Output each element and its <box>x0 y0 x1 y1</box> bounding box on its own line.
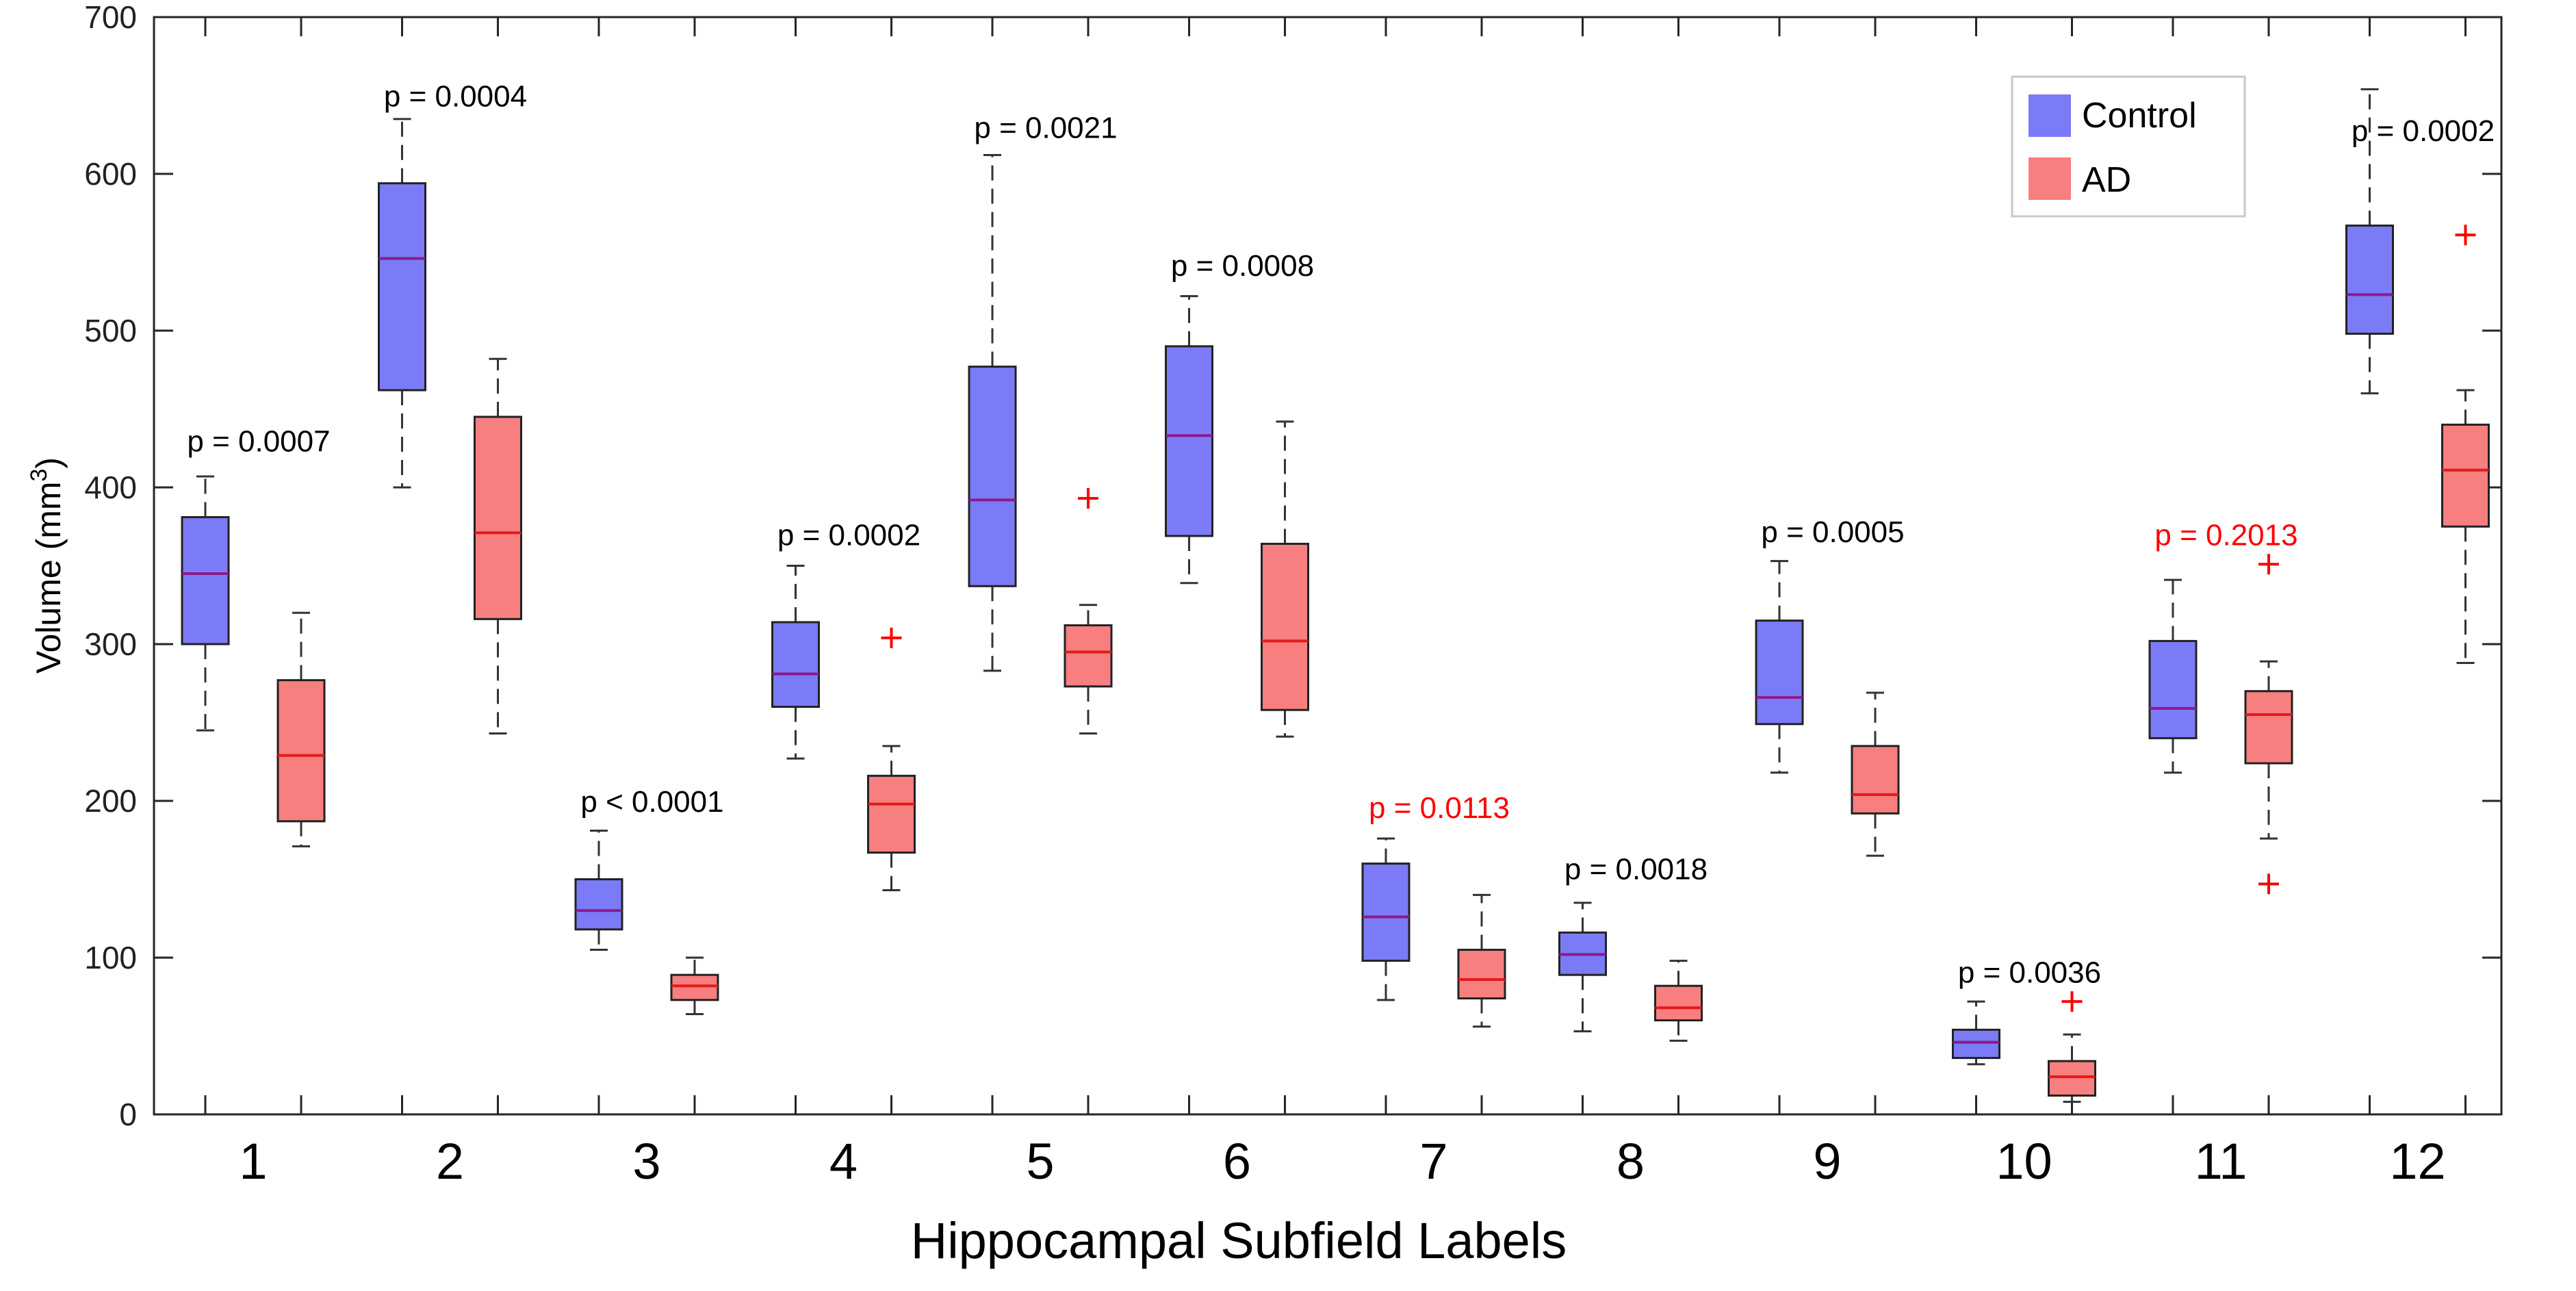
y-axis-title: Volume (mm3) <box>26 457 68 674</box>
p-value-annotations: p = 0.0007 p = 0.0004 p < 0.0001 p = 0.0002… <box>187 80 2495 990</box>
y-axis-title-superscript: 3 <box>26 469 52 482</box>
box-ad-11 <box>2244 554 2293 895</box>
box-control-7 <box>1361 837 1411 1001</box>
x-axis-title: Hippocampal Subfield Labels <box>911 1212 1567 1269</box>
p-value-label: p = 0.2013 <box>2154 519 2297 552</box>
iqr-box <box>1851 745 1900 815</box>
p-value-label: p = 0.0002 <box>777 519 920 552</box>
box-control-4 <box>771 565 820 760</box>
boxes <box>181 88 2490 1103</box>
outlier-marker <box>2061 991 2083 1012</box>
x-tick-label: 5 <box>1026 1133 1054 1190</box>
x-tick-label: 8 <box>1617 1133 1645 1190</box>
x-tick-label: 7 <box>1419 1133 1447 1190</box>
box-control-5 <box>968 154 1017 672</box>
p-value-label: p = 0.0018 <box>1564 852 1708 886</box>
box-control-10 <box>1952 1000 2000 1066</box>
outlier-marker <box>2455 225 2476 246</box>
p-value-label: p = 0.0021 <box>974 111 1117 144</box>
box-control-1 <box>181 475 230 732</box>
iqr-box <box>2441 423 2490 528</box>
x-tick-label: 2 <box>436 1133 464 1190</box>
y-tick-label: 100 <box>84 940 137 975</box>
iqr-box <box>2148 639 2198 739</box>
outlier-marker <box>2258 873 2279 895</box>
iqr-box <box>1165 345 1213 537</box>
box-ad-6 <box>1261 420 1309 738</box>
legend-swatch-control <box>2028 94 2071 137</box>
x-tick-label: 1 <box>239 1133 267 1190</box>
legend-label-ad: AD <box>2082 160 2131 200</box>
box-ad-8 <box>1654 960 1703 1042</box>
iqr-box <box>1064 624 1113 688</box>
x-tick-label: 11 <box>2195 1133 2247 1190</box>
y-tick-label: 0 <box>119 1097 137 1132</box>
box-ad-10 <box>2048 991 2096 1103</box>
p-value-label: p = 0.0007 <box>187 424 330 458</box>
iqr-box <box>276 679 326 823</box>
iqr-box <box>670 973 719 1001</box>
legend-label-control: Control <box>2082 96 2197 136</box>
box-control-6 <box>1165 295 1213 585</box>
box-ad-3 <box>670 956 719 1015</box>
x-tick-label: 9 <box>1813 1133 1841 1190</box>
y-axis-title-close: ) <box>29 457 68 469</box>
x-tick-label: 4 <box>829 1133 858 1190</box>
p-value-label: p = 0.0005 <box>1761 515 1904 549</box>
y-axis: 0 100 200 300 400 500 600 700 <box>84 0 2501 1132</box>
iqr-box <box>1261 542 1309 711</box>
x-tick-label: 6 <box>1223 1133 1251 1190</box>
p-value-label: p = 0.0113 <box>1369 791 1510 825</box>
p-value-label: p = 0.0036 <box>1958 956 2101 990</box>
x-tick-label: 10 <box>1996 1133 2052 1190</box>
x-tick-label: 3 <box>632 1133 660 1190</box>
iqr-box <box>1654 984 1703 1022</box>
y-tick-label: 700 <box>84 0 137 35</box>
box-control-2 <box>378 118 426 489</box>
outlier-marker <box>2258 554 2279 575</box>
iqr-box <box>2345 225 2394 335</box>
x-axis: 1 2 3 4 5 6 7 8 9 10 11 12 <box>204 17 2466 1190</box>
iqr-box <box>968 366 1017 587</box>
x-tick-label: 12 <box>2389 1133 2445 1190</box>
y-tick-label: 200 <box>84 783 137 819</box>
box-ad-5 <box>1064 488 1113 735</box>
iqr-box <box>2244 690 2293 765</box>
p-value-label: p = 0.0008 <box>1171 249 1314 283</box>
box-ad-2 <box>474 357 522 735</box>
legend: Control AD <box>2011 75 2246 218</box>
outlier-marker <box>1078 488 1098 509</box>
box-ad-12 <box>2441 225 2490 664</box>
box-ad-9 <box>1851 691 1900 857</box>
iqr-box <box>474 416 522 620</box>
p-value-label: p = 0.0002 <box>2352 114 2495 148</box>
iqr-box <box>867 774 916 854</box>
iqr-box <box>1755 619 1804 726</box>
iqr-box <box>181 516 230 646</box>
iqr-box <box>574 878 623 931</box>
iqr-box <box>378 182 426 392</box>
y-tick-label: 300 <box>84 626 137 662</box>
box-control-12 <box>2345 88 2394 395</box>
y-tick-label: 600 <box>84 156 137 192</box>
iqr-box <box>1457 949 1506 1000</box>
box-control-8 <box>1558 902 1607 1033</box>
box-control-3 <box>574 830 623 951</box>
box-ad-7 <box>1457 893 1506 1028</box>
p-value-label: p = 0.0004 <box>384 80 527 114</box>
box-control-11 <box>2148 578 2198 774</box>
iqr-box <box>1361 862 1411 962</box>
y-tick-label: 500 <box>84 313 137 348</box>
iqr-box <box>771 621 820 708</box>
iqr-box <box>2048 1060 2096 1097</box>
box-control-9 <box>1755 560 1804 774</box>
box-ad-1 <box>276 611 326 847</box>
p-value-label: p < 0.0001 <box>580 785 723 819</box>
legend-swatch-ad <box>2028 157 2071 200</box>
iqr-box <box>1952 1028 2000 1060</box>
outlier-marker <box>881 627 902 648</box>
box-ad-4 <box>867 627 916 892</box>
y-tick-label: 400 <box>84 470 137 505</box>
